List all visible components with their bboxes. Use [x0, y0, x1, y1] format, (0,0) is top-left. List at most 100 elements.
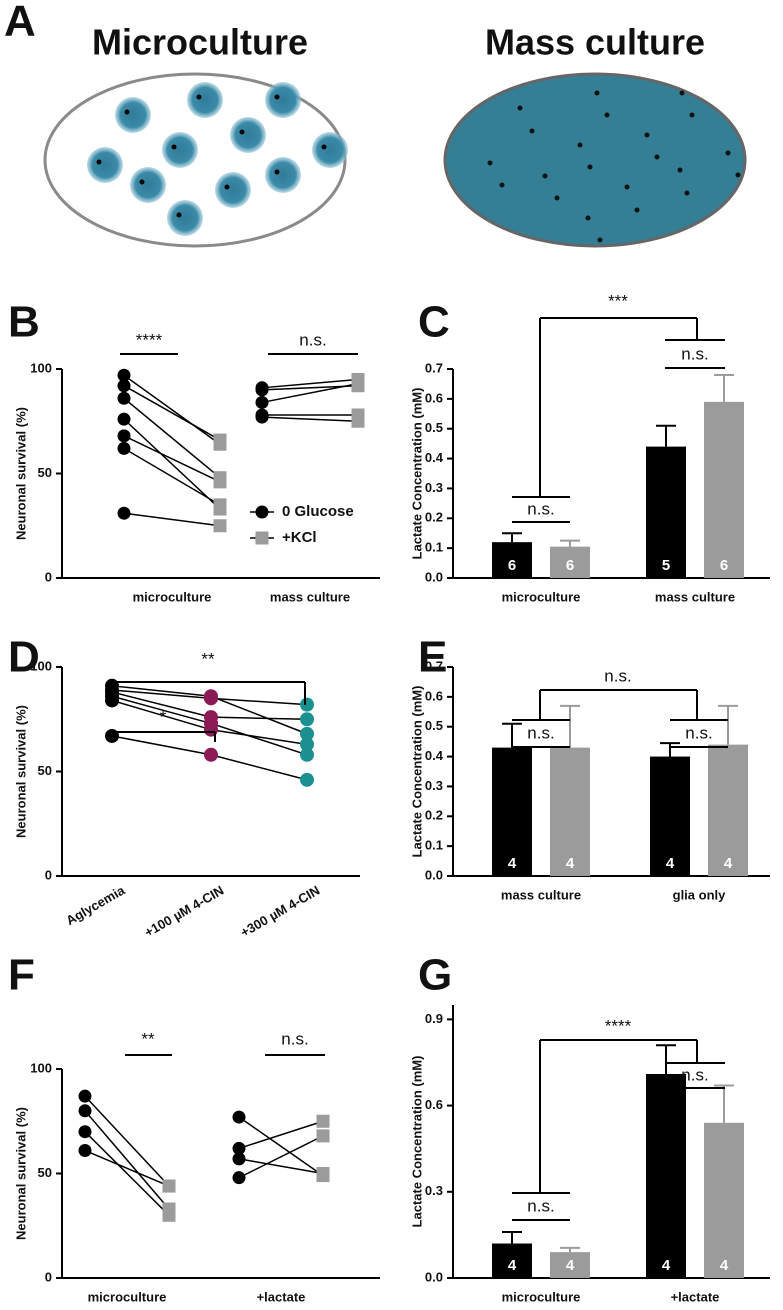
nucleus: [171, 144, 177, 150]
nucleus: [196, 94, 202, 100]
cell: [265, 82, 301, 118]
significance-label: ****: [605, 1016, 632, 1035]
y-axis-title: Neuronal survival (%): [13, 407, 28, 540]
y-tick-label: 0.6: [425, 1097, 443, 1112]
panel-title: Mass culture: [485, 22, 705, 63]
pair-line: [261, 378, 359, 389]
nucleus: [239, 129, 245, 135]
y-tick-label: 0.6: [425, 390, 443, 405]
neuron: [679, 90, 685, 96]
n-label: 4: [724, 855, 733, 872]
x-tick-label: mass culture: [655, 589, 735, 604]
point: [316, 1129, 330, 1143]
y-axis-title: Neuronal survival (%): [13, 1107, 28, 1240]
point: [204, 747, 218, 762]
neuron: [634, 207, 640, 213]
point: [351, 377, 365, 391]
x-tick-label: microculture: [133, 589, 212, 604]
y-tick-label: 0.3: [425, 1183, 443, 1198]
pair-line: [123, 374, 221, 445]
neuron: [542, 173, 548, 179]
significance-label: n.s.: [685, 723, 712, 742]
nucleus: [96, 159, 102, 165]
point: [300, 772, 314, 787]
significance-label: n.s.: [299, 330, 326, 349]
bar: [492, 747, 532, 876]
point: [300, 747, 314, 762]
legend-marker: [255, 505, 269, 519]
y-tick-label: 0.1: [425, 540, 443, 555]
point: [117, 412, 131, 426]
cell: [115, 97, 151, 133]
y-tick-label: 0.5: [425, 420, 443, 435]
significance-label: n.s.: [527, 723, 554, 742]
point: [255, 383, 269, 397]
nucleus: [224, 184, 230, 190]
point: [78, 1125, 92, 1139]
pair-line: [238, 1120, 324, 1150]
y-tick-label: 0.9: [425, 1011, 443, 1026]
bar: [646, 1073, 686, 1278]
significance-label: n.s.: [527, 499, 554, 518]
nucleus: [139, 179, 145, 185]
cell: [187, 82, 223, 118]
neuron: [684, 190, 690, 196]
point: [316, 1167, 330, 1180]
cell: [130, 167, 166, 203]
panel-title: Microculture: [92, 22, 308, 63]
y-tick-label: 50: [38, 763, 52, 778]
subject-line: [111, 735, 212, 756]
cell: [162, 132, 198, 168]
significance-label: n.s.: [281, 1029, 308, 1048]
n-label: 4: [662, 1257, 671, 1274]
n-label: 6: [566, 557, 574, 574]
pair-line: [123, 435, 221, 483]
x-tick-label: Aglycemia: [63, 882, 127, 928]
cell: [215, 172, 251, 208]
mass-culture-dish: [443, 72, 747, 248]
y-tick-label: 100: [30, 360, 52, 375]
y-axis-title: Neuronal survival (%): [13, 705, 28, 838]
neuron: [677, 167, 683, 173]
y-tick-label: 0.0: [425, 1269, 443, 1284]
neuron: [594, 90, 600, 96]
bar: [492, 1243, 532, 1278]
cell: [87, 147, 123, 183]
point: [78, 1089, 92, 1103]
pair-line: [261, 416, 359, 422]
legend-label: 0 Glucose: [282, 503, 354, 520]
y-tick-label: 0.3: [425, 480, 443, 495]
y-tick-label: 0.5: [425, 718, 443, 733]
subject-line: [210, 722, 308, 756]
x-tick-label: +300 µM 4-CIN: [238, 883, 322, 940]
neuron: [577, 142, 583, 148]
y-tick-label: 0.0: [425, 867, 443, 882]
point: [78, 1144, 92, 1158]
panel-letter: C: [418, 298, 450, 347]
y-axis-title: Lactate Concentration (mM): [409, 686, 424, 858]
y-axis-title: Lactate Concentration (mM): [409, 388, 424, 560]
pair-line: [123, 397, 221, 479]
bar: [550, 546, 590, 578]
x-tick-label: microculture: [502, 1289, 581, 1304]
bar: [704, 401, 744, 578]
y-tick-label: 0: [45, 1269, 52, 1284]
nucleus: [321, 144, 327, 150]
neuron: [554, 195, 560, 201]
point: [255, 410, 269, 424]
nucleus: [274, 169, 280, 175]
neuron: [654, 154, 660, 160]
x-tick-label: +lactate: [671, 1289, 720, 1304]
subject-line: [111, 685, 212, 698]
panel-letter: E: [418, 633, 447, 682]
point: [213, 519, 227, 533]
pair-line: [123, 385, 221, 441]
significance-label: *: [160, 707, 167, 726]
significance-label: n.s.: [681, 344, 708, 363]
x-tick-label: microculture: [502, 589, 581, 604]
y-tick-label: 50: [38, 465, 52, 480]
x-tick-label: mass culture: [501, 887, 581, 902]
y-tick-label: 100: [30, 1060, 52, 1075]
